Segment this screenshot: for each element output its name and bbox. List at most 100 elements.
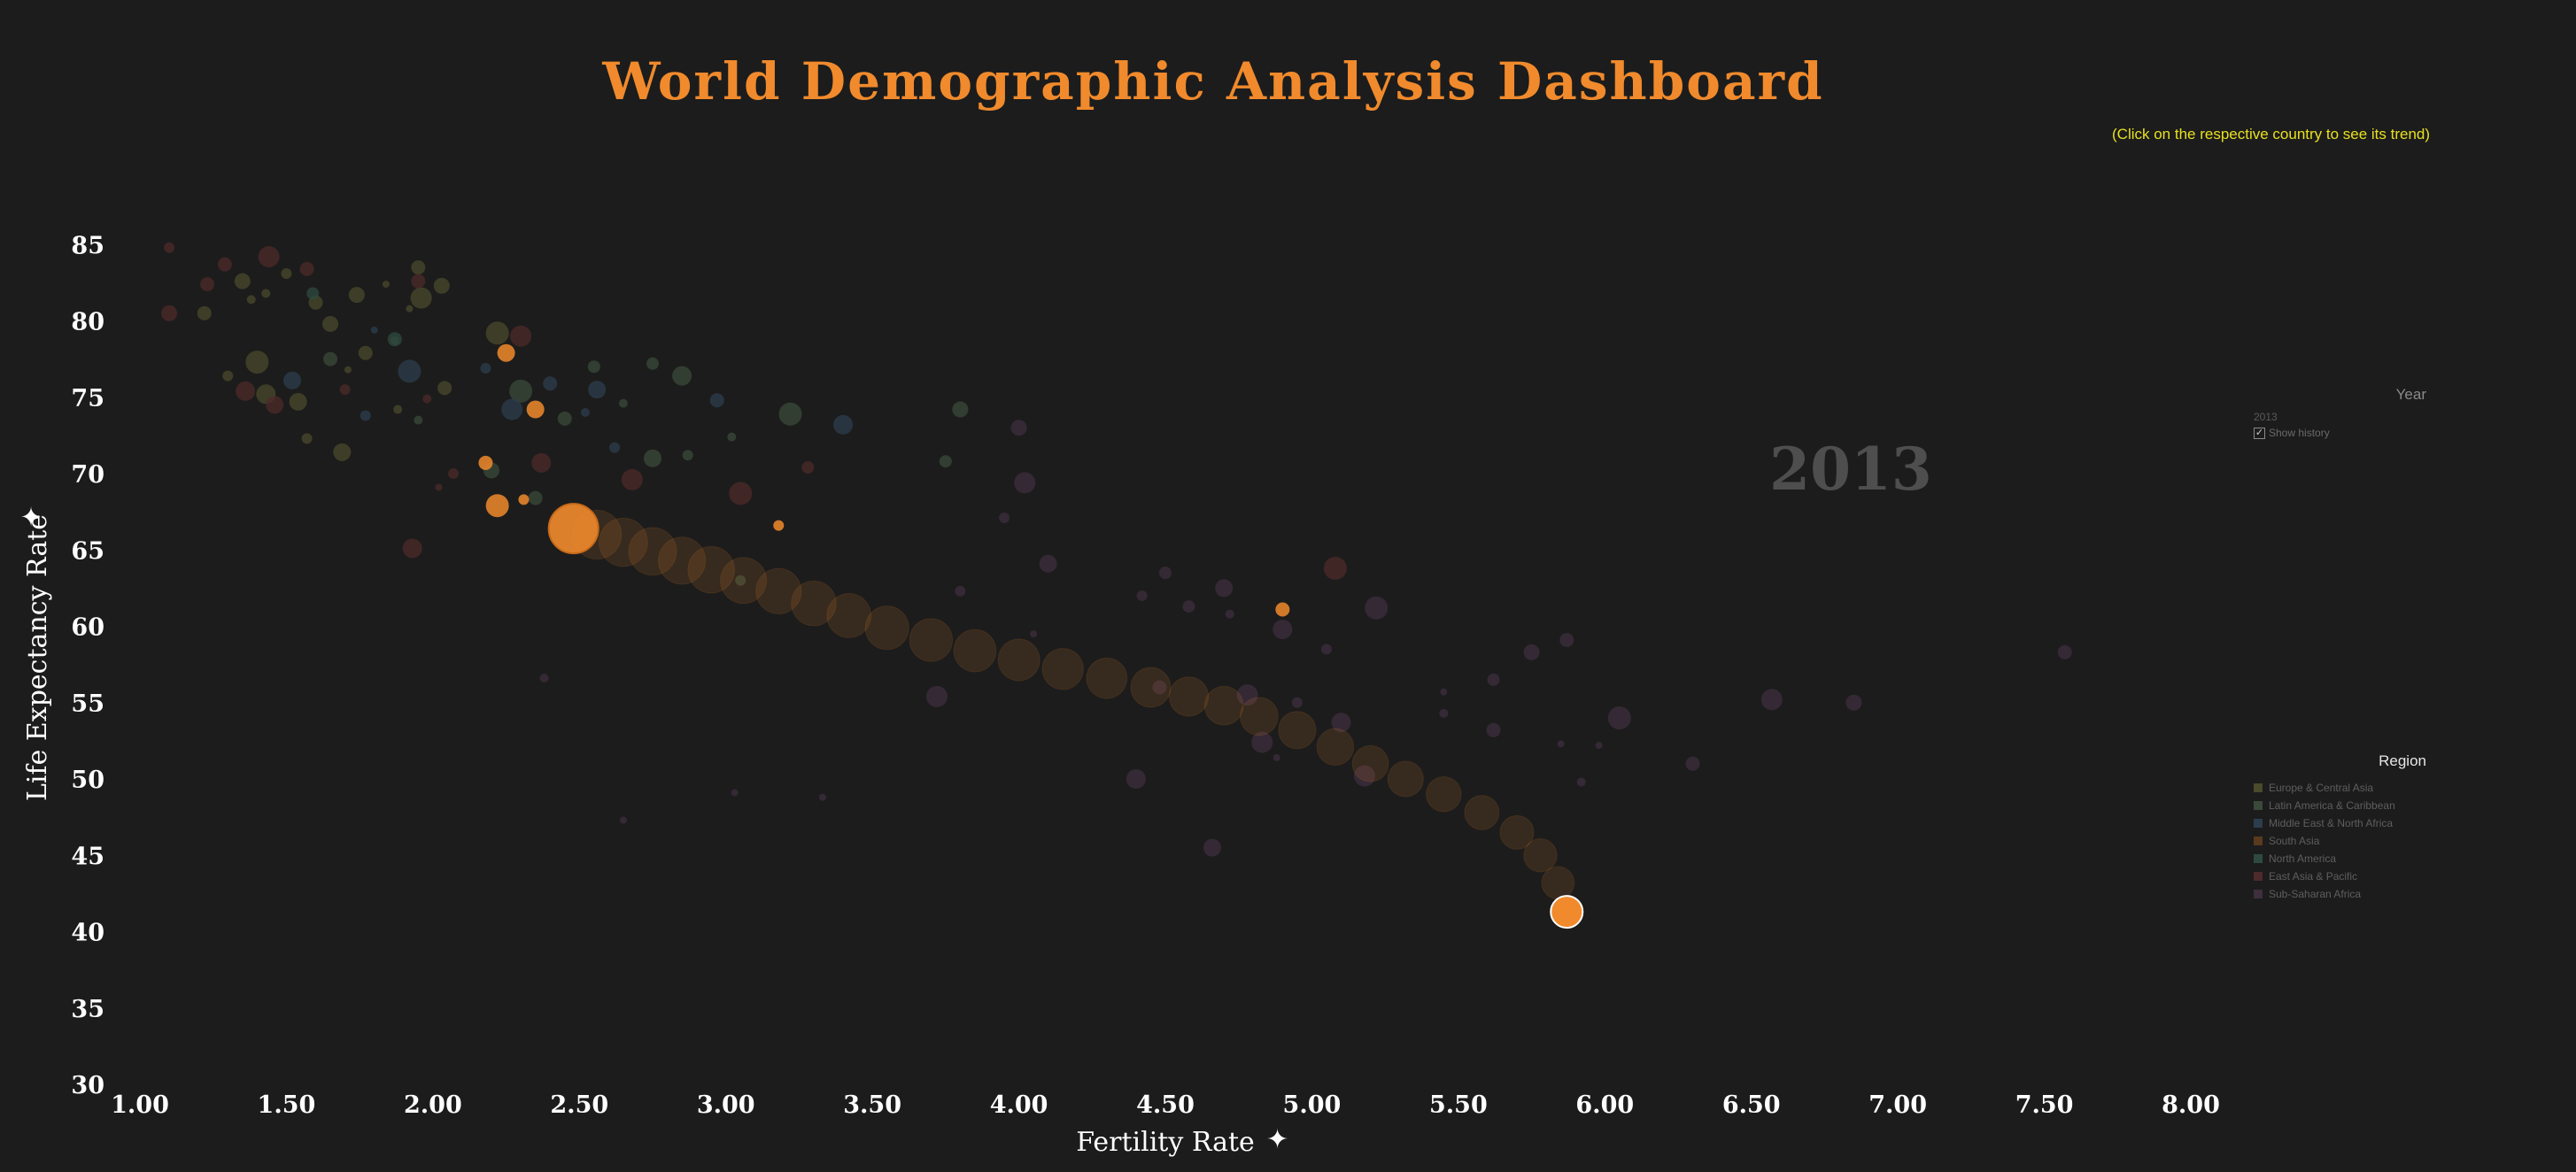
legend-item[interactable]: Latin America & Caribbean	[2254, 797, 2426, 814]
country-point[interactable]	[360, 410, 371, 421]
country-point[interactable]	[1225, 609, 1234, 619]
country-point[interactable]	[1273, 619, 1293, 639]
legend-item[interactable]: Europe & Central Asia	[2254, 779, 2426, 797]
country-point[interactable]	[358, 345, 373, 360]
country-point[interactable]	[301, 433, 313, 444]
country-point[interactable]	[735, 574, 746, 586]
country-point[interactable]	[266, 396, 284, 414]
country-point[interactable]	[480, 362, 491, 374]
country-point[interactable]	[1440, 688, 1448, 696]
country-point[interactable]	[1159, 567, 1172, 580]
country-point[interactable]	[501, 398, 523, 420]
country-point[interactable]	[1039, 554, 1057, 573]
highlight-current-point[interactable]	[547, 503, 600, 555]
country-point[interactable]	[955, 585, 966, 597]
country-point[interactable]	[682, 450, 693, 461]
country-point[interactable]	[485, 321, 509, 345]
country-point[interactable]	[925, 685, 948, 707]
country-point[interactable]	[1203, 838, 1221, 857]
country-point[interactable]	[619, 816, 627, 824]
country-point[interactable]	[1439, 708, 1449, 718]
country-point[interactable]	[323, 351, 338, 366]
legend-item[interactable]: South Asia	[2254, 832, 2426, 850]
country-point[interactable]	[306, 287, 320, 300]
country-point[interactable]	[344, 366, 352, 374]
country-point[interactable]	[258, 246, 280, 268]
country-point[interactable]	[1685, 756, 1700, 771]
country-point[interactable]	[1136, 590, 1148, 601]
country-point[interactable]	[398, 359, 422, 383]
country-point[interactable]	[618, 398, 628, 408]
country-point[interactable]	[393, 405, 403, 414]
show-history-toggle[interactable]: ✓ Show history	[2254, 427, 2426, 439]
country-point[interactable]	[731, 789, 739, 797]
country-point[interactable]	[672, 366, 692, 386]
country-point[interactable]	[1331, 713, 1351, 733]
country-point[interactable]	[2057, 644, 2072, 659]
country-point[interactable]	[322, 315, 339, 332]
country-point[interactable]	[1487, 673, 1500, 686]
country-point[interactable]	[222, 370, 234, 382]
country-point[interactable]	[1523, 644, 1540, 660]
country-point[interactable]	[435, 483, 443, 491]
country-point[interactable]	[422, 394, 432, 404]
country-point[interactable]	[727, 432, 737, 442]
country-point[interactable]	[448, 468, 460, 479]
country-point[interactable]	[1353, 765, 1375, 787]
country-point[interactable]	[246, 295, 256, 305]
country-point[interactable]	[1236, 684, 1258, 706]
country-point[interactable]	[161, 305, 178, 321]
country-point[interactable]	[1576, 777, 1586, 787]
country-point[interactable]	[414, 415, 423, 425]
country-point[interactable]	[197, 305, 212, 320]
country-point[interactable]	[236, 381, 256, 401]
country-point[interactable]	[526, 400, 545, 419]
country-point[interactable]	[510, 325, 532, 347]
show-history-checkbox[interactable]: ✓	[2254, 427, 2265, 439]
country-point[interactable]	[245, 351, 269, 374]
country-point[interactable]	[818, 793, 826, 801]
country-point[interactable]	[518, 494, 530, 505]
country-point[interactable]	[433, 277, 450, 294]
country-point[interactable]	[644, 449, 661, 467]
country-point[interactable]	[773, 520, 785, 531]
legend-item[interactable]: Sub-Saharan Africa	[2254, 885, 2426, 903]
country-point[interactable]	[1557, 740, 1565, 748]
country-point[interactable]	[1030, 630, 1038, 638]
country-point[interactable]	[1365, 596, 1389, 620]
country-point[interactable]	[1215, 579, 1234, 598]
country-point[interactable]	[509, 379, 533, 403]
country-point[interactable]	[283, 371, 302, 389]
legend-item[interactable]: East Asia & Pacific	[2254, 867, 2426, 885]
country-point[interactable]	[729, 482, 753, 505]
year-filter-value[interactable]: 2013	[2254, 411, 2278, 423]
country-point[interactable]	[1014, 472, 1036, 494]
country-point[interactable]	[1760, 689, 1783, 711]
country-point[interactable]	[402, 538, 422, 559]
country-point[interactable]	[348, 287, 365, 304]
country-point[interactable]	[1595, 742, 1603, 750]
country-point[interactable]	[801, 461, 815, 474]
country-point[interactable]	[1559, 633, 1574, 648]
country-point[interactable]	[485, 494, 509, 518]
highlight-selected-point[interactable]	[1550, 895, 1584, 929]
country-point[interactable]	[281, 268, 292, 280]
country-point[interactable]	[608, 442, 620, 453]
country-point[interactable]	[999, 513, 1010, 524]
country-point[interactable]	[382, 281, 390, 289]
country-point[interactable]	[370, 326, 378, 334]
country-point[interactable]	[200, 277, 215, 292]
country-point[interactable]	[621, 468, 643, 490]
country-point[interactable]	[531, 452, 552, 473]
country-point[interactable]	[543, 376, 558, 391]
country-point[interactable]	[587, 360, 600, 374]
country-point[interactable]	[1275, 602, 1290, 617]
country-point[interactable]	[528, 490, 543, 505]
country-point[interactable]	[406, 305, 414, 312]
country-point[interactable]	[1845, 694, 1862, 711]
country-point[interactable]	[539, 674, 549, 683]
country-point[interactable]	[261, 289, 271, 298]
country-point[interactable]	[778, 402, 802, 426]
country-point[interactable]	[497, 343, 515, 362]
country-point[interactable]	[939, 455, 952, 468]
